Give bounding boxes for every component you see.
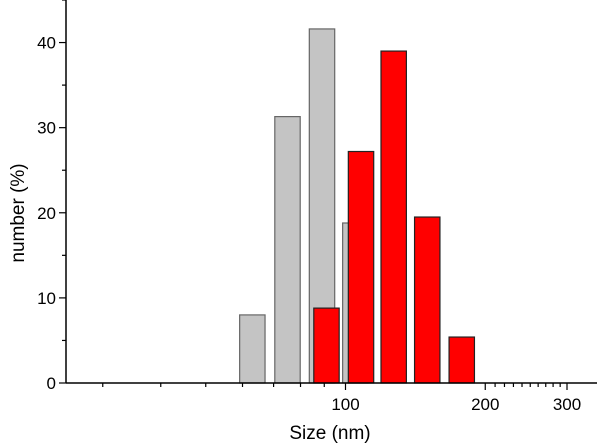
bar-series2 [347,150,375,384]
y-tick-label: 40 [37,34,56,53]
bar-series2 [448,336,476,384]
bar-series2 [380,50,407,384]
x-tick-label: 300 [553,395,581,414]
y-tick-label: 20 [37,204,56,223]
x-tick-label: 200 [471,395,499,414]
x-tick-label: 100 [331,395,359,414]
x-axis-label: Size (nm) [289,423,370,443]
y-tick-label: 30 [37,119,56,138]
y-axis-label: number (%) [8,163,29,262]
y-tick-label: 10 [37,289,56,308]
bar-series1 [239,314,266,384]
bar-series1 [274,116,301,384]
y-tick-label: 0 [47,374,56,393]
bar-series2 [413,216,441,384]
bar-series2 [313,307,340,384]
